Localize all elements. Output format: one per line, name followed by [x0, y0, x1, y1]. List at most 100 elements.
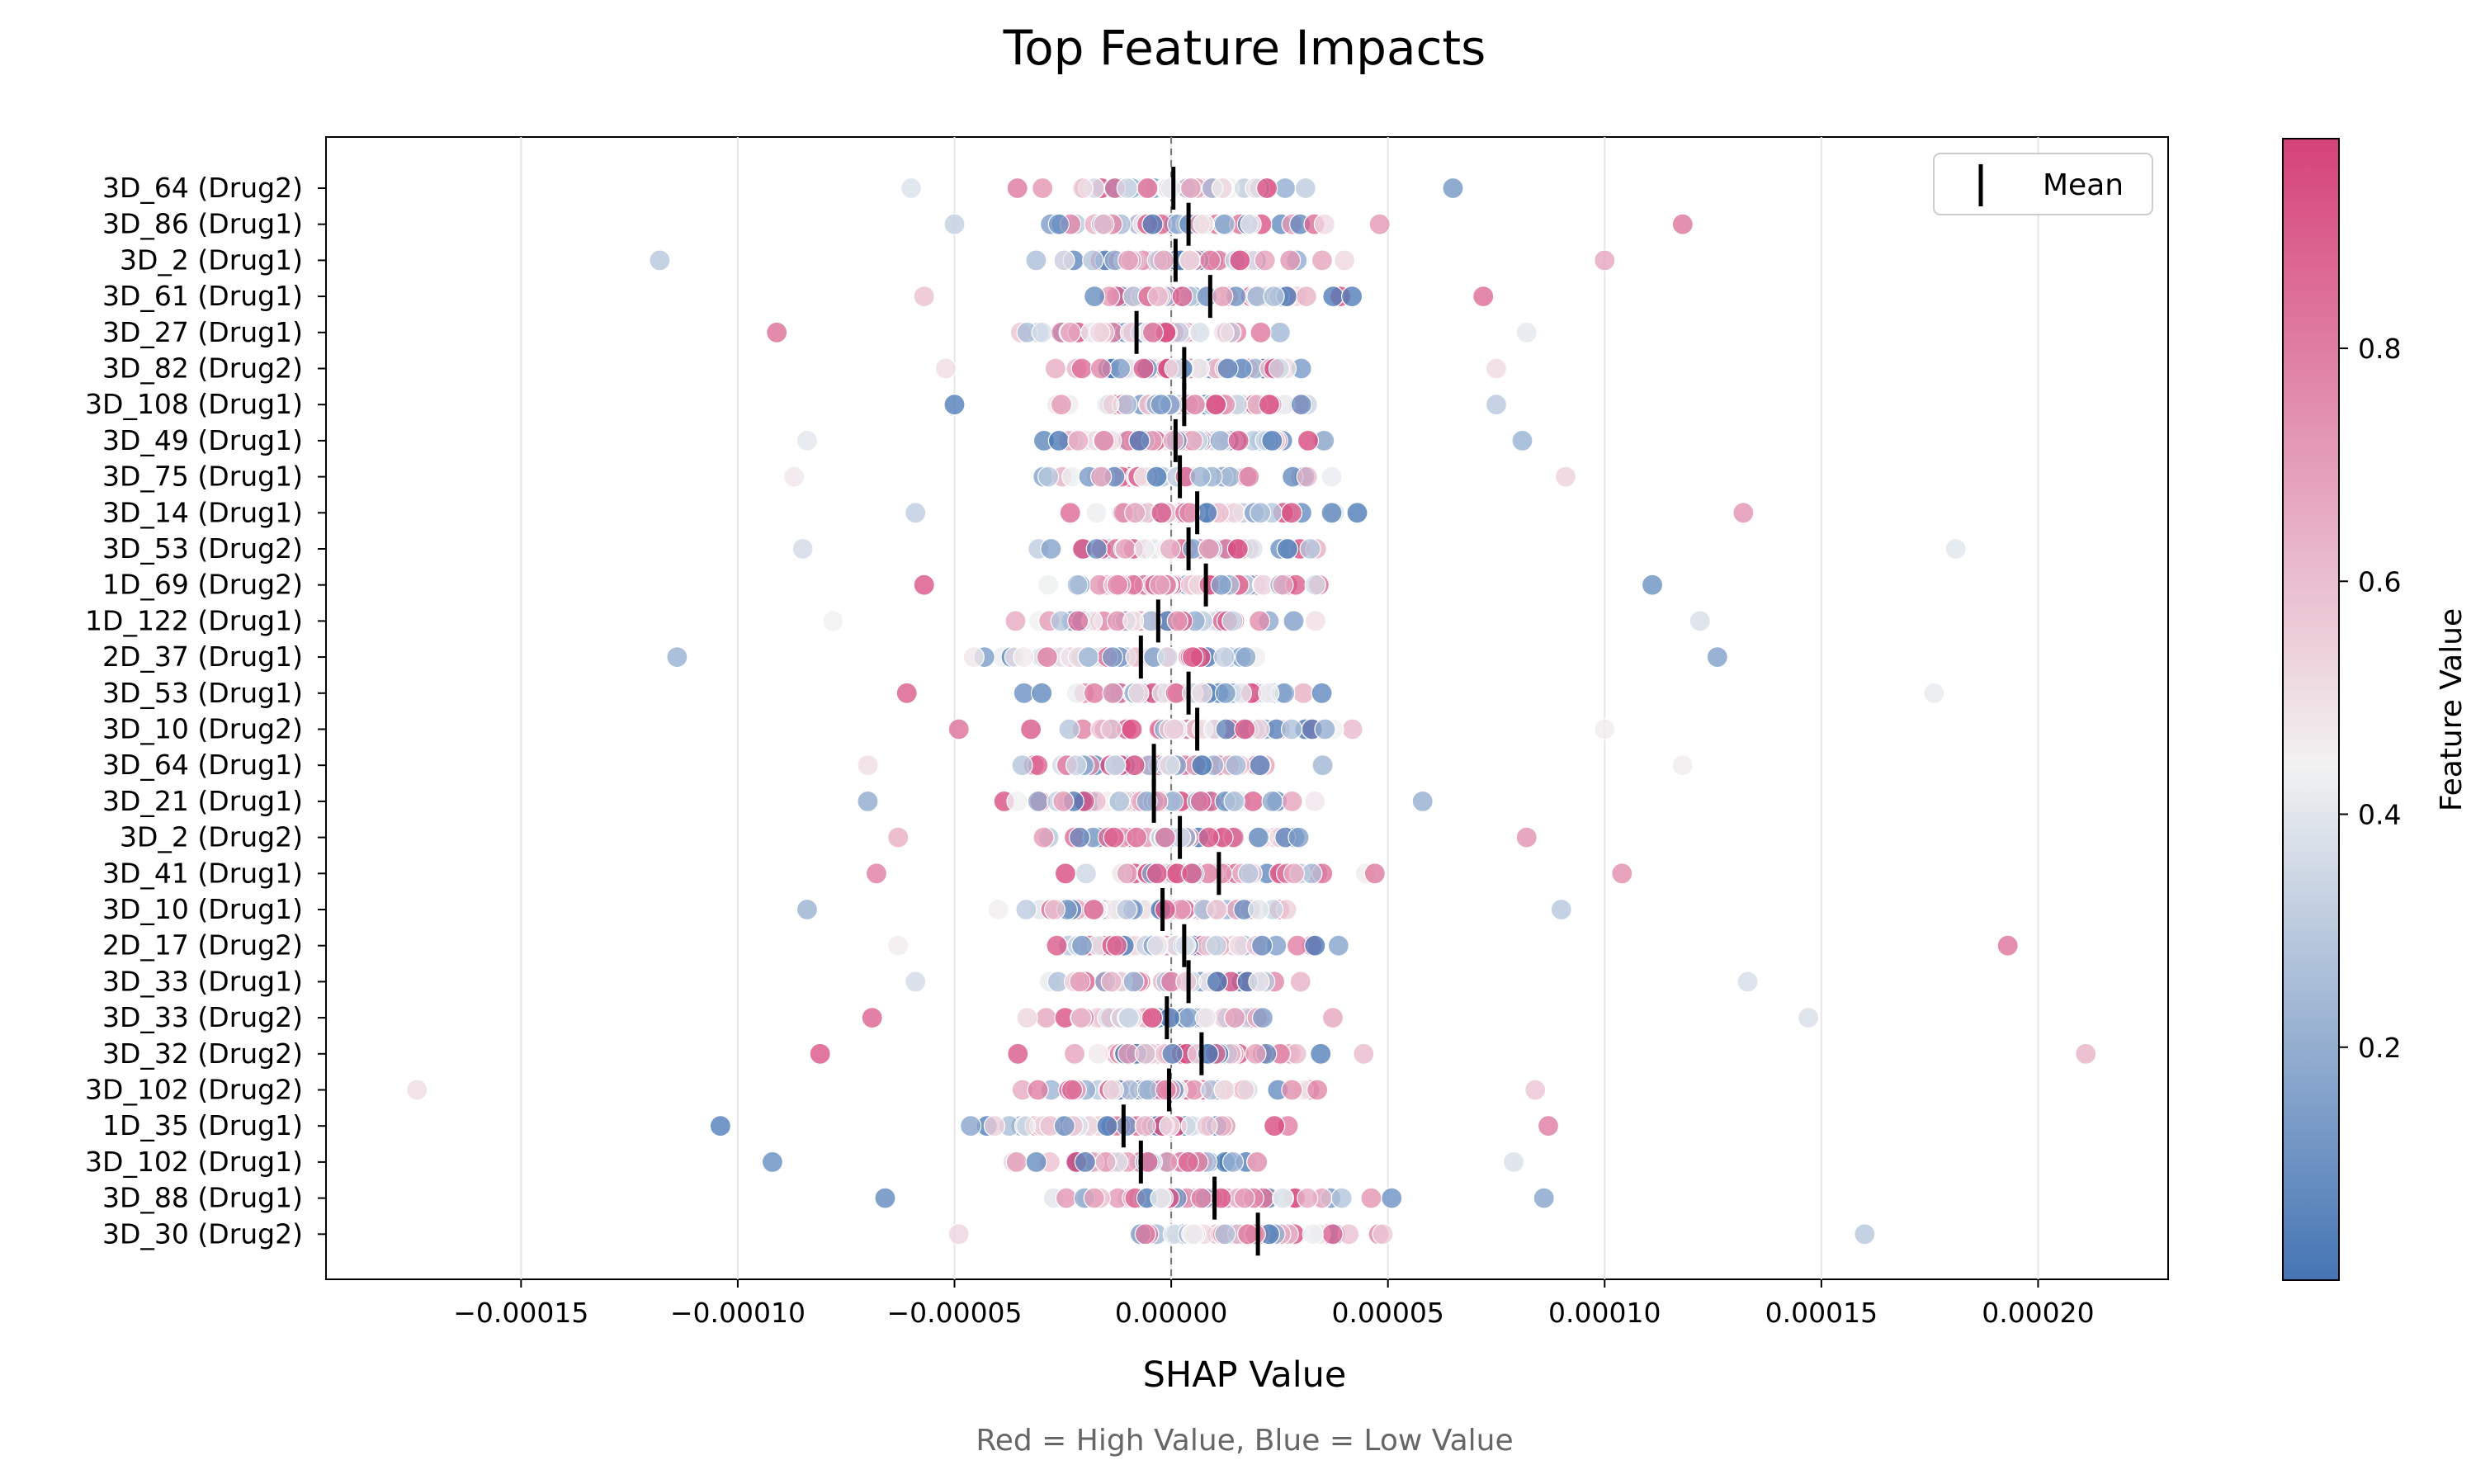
data-point	[1279, 249, 1302, 272]
data-point	[1854, 1223, 1876, 1245]
data-point	[1067, 429, 1089, 452]
data-point	[1050, 394, 1073, 416]
data-point	[1115, 1115, 1138, 1137]
data-point	[1134, 1115, 1156, 1137]
data-point	[666, 645, 688, 669]
legend-mean-label: Mean	[2043, 168, 2124, 202]
data-point	[1182, 645, 1204, 669]
data-point	[1199, 249, 1221, 272]
legend: Mean	[1933, 153, 2153, 215]
data-point	[1205, 394, 1227, 416]
data-point	[1136, 177, 1159, 200]
data-point	[809, 1042, 831, 1065]
data-point	[1013, 1115, 1037, 1137]
footnote: Red = High Value, Blue = Low Value	[976, 1424, 1513, 1458]
data-point	[1213, 213, 1236, 235]
data-point	[1217, 357, 1239, 380]
data-point	[1179, 502, 1201, 524]
data-point	[934, 357, 957, 380]
data-point	[1304, 574, 1326, 596]
data-point	[1115, 898, 1138, 921]
data-point	[1025, 1151, 1047, 1174]
data-point	[1043, 898, 1066, 921]
data-point	[1511, 429, 1533, 452]
data-point	[1075, 863, 1098, 885]
data-point	[1155, 1079, 1177, 1101]
data-point	[1046, 934, 1068, 957]
data-point	[1104, 754, 1127, 777]
data-point	[1250, 502, 1272, 524]
data-point	[1235, 645, 1257, 669]
data-point	[1128, 429, 1151, 452]
data-point	[1219, 466, 1241, 488]
data-point	[1085, 537, 1108, 560]
data-point	[1108, 790, 1131, 813]
data-point	[1248, 971, 1270, 993]
data-point	[1025, 249, 1047, 272]
data-point	[1214, 682, 1236, 704]
data-point	[1047, 213, 1070, 235]
data-point	[1641, 574, 1664, 596]
data-point	[905, 971, 927, 993]
data-point	[1372, 1223, 1394, 1245]
data-point	[1264, 1115, 1286, 1137]
feature-label: 3D_49 (Drug1)	[102, 424, 303, 456]
data-point	[1100, 971, 1122, 993]
data-point	[1147, 286, 1169, 308]
data-point	[1442, 177, 1464, 200]
feature-label: 3D_88 (Drug1)	[102, 1182, 303, 1214]
data-point	[1210, 574, 1232, 596]
data-point	[1096, 1115, 1118, 1137]
feature-label: 3D_10 (Drug2)	[102, 713, 303, 745]
feature-label: 3D_53 (Drug2)	[102, 532, 303, 565]
feature-label: 3D_2 (Drug1)	[120, 243, 303, 276]
feature-label: 1D_122 (Drug1)	[85, 604, 303, 636]
data-point	[1066, 574, 1089, 596]
data-point	[1122, 610, 1145, 632]
data-point	[1133, 537, 1155, 560]
data-point	[1150, 1187, 1172, 1209]
data-point	[1944, 537, 1967, 560]
data-point	[796, 429, 819, 452]
data-point	[1189, 321, 1212, 343]
data-point	[1122, 971, 1145, 993]
data-point	[1671, 213, 1694, 235]
data-point	[1224, 1006, 1246, 1029]
data-point	[1125, 826, 1148, 848]
data-point	[1181, 863, 1203, 885]
plot-frame	[325, 136, 2169, 1280]
data-point	[1152, 249, 1175, 272]
feature-label: 3D_2 (Drug2)	[120, 821, 303, 853]
data-point	[1233, 1187, 1255, 1209]
data-point	[1485, 394, 1508, 416]
data-point	[1098, 394, 1120, 416]
data-point	[1179, 249, 1201, 272]
data-point	[1363, 863, 1386, 885]
data-point	[1242, 790, 1264, 813]
data-point	[1134, 1223, 1157, 1245]
data-point	[1296, 466, 1318, 488]
feature-label: 3D_41 (Drug1)	[102, 857, 303, 889]
data-point	[1146, 466, 1168, 488]
data-point	[1011, 754, 1033, 777]
x-tick-label: −0.00015	[453, 1297, 588, 1329]
data-point	[887, 826, 910, 848]
feature-label: 2D_17 (Drug2)	[102, 929, 303, 962]
data-point	[1037, 574, 1060, 596]
x-tick-label: 0.00015	[1765, 1297, 1878, 1329]
data-point	[1330, 1187, 1353, 1209]
data-point	[1156, 645, 1179, 669]
data-point	[766, 321, 788, 343]
colorbar-ticks: 0.2 0.4 0.6 0.8	[2339, 333, 2401, 1064]
data-point	[783, 466, 806, 488]
data-point	[1515, 826, 1538, 848]
data-point	[1160, 177, 1182, 200]
data-point	[1736, 971, 1759, 993]
data-point	[1053, 1115, 1075, 1137]
colorbar-tick-label: 0.6	[2358, 565, 2401, 598]
data-point	[1006, 177, 1028, 200]
data-point	[1321, 1223, 1344, 1245]
x-axis-label: SHAP Value	[1143, 1354, 1347, 1396]
data-point	[1294, 177, 1316, 200]
